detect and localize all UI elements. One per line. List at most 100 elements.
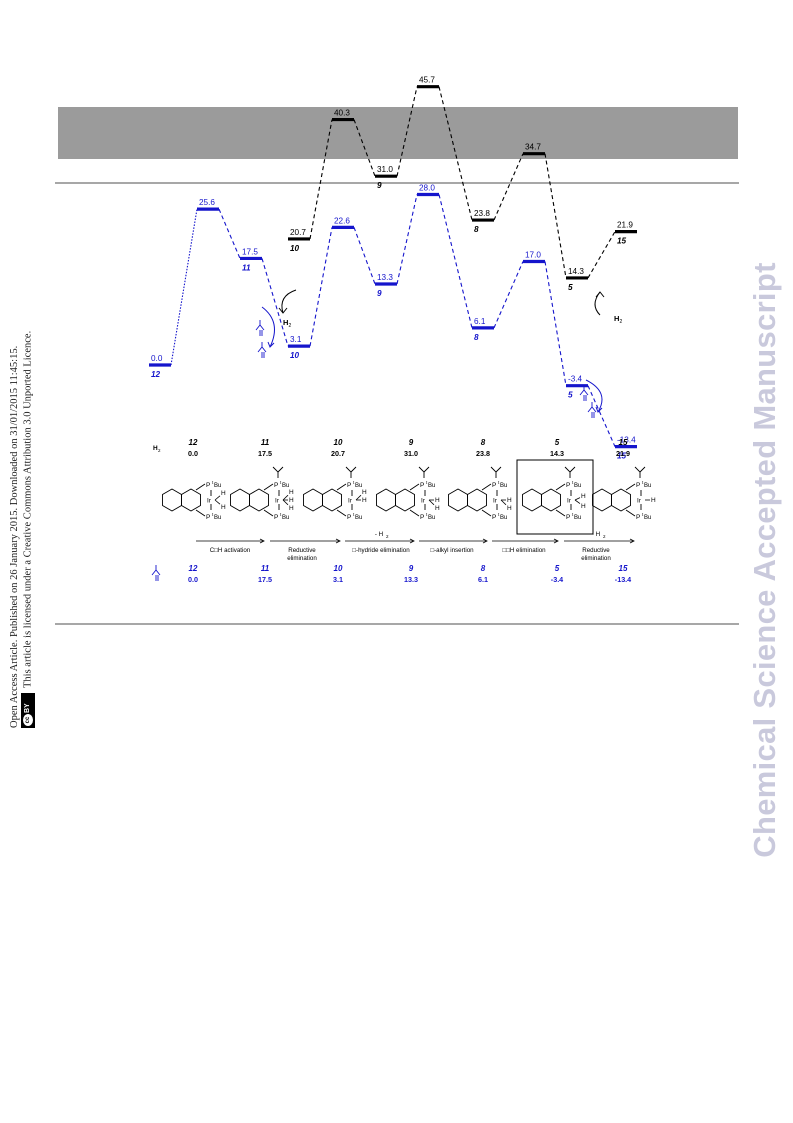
blue-row-energy-5: -3.4	[551, 575, 563, 584]
blue-arrow-2	[585, 379, 603, 413]
isobutyl-group	[272, 466, 284, 478]
tbu-t-top: t	[572, 480, 574, 485]
blue-label-2: 11	[242, 263, 251, 272]
black-connector-3	[396, 86, 418, 177]
blue-connector-4	[309, 227, 333, 347]
h2-loss-arrowhead-2	[595, 291, 605, 298]
black-row-energy-0: 0.0	[188, 449, 198, 458]
black-row-label-6: 15	[619, 438, 628, 447]
p-atom-bottom: P	[492, 514, 496, 521]
black-row-energy-5: 14.3	[550, 449, 564, 458]
scheme-h2-sub: 2	[158, 448, 161, 453]
cc-by-badge-icon[interactable]: ccBY	[21, 693, 35, 728]
black-label-7: 15	[617, 237, 627, 246]
bu-bottom: Bu	[355, 515, 362, 521]
open-access-line-1: Open Access Article. Published on 26 Jan…	[9, 345, 20, 728]
alkene-icon-4-bonds	[587, 402, 597, 418]
ir-h-bond-1	[214, 499, 221, 505]
black-row-energy-4: 23.8	[476, 449, 490, 458]
ring-left	[230, 488, 250, 512]
ring-right	[181, 488, 201, 512]
h-atom-0: H	[221, 490, 226, 497]
black-row-energy-1: 17.5	[258, 449, 272, 458]
h-atom-1: H	[435, 505, 440, 512]
black-row-label-2: 10	[334, 438, 343, 447]
h-atom-1: H	[507, 505, 512, 512]
black-row-label-4: 8	[481, 438, 486, 447]
black-connector-6	[544, 153, 567, 279]
licence-text: This article is licensed under a Creativ…	[22, 330, 34, 688]
blue-connector-6	[396, 194, 418, 285]
black-energy-1: 40.3	[334, 109, 350, 118]
ring-right	[611, 488, 631, 512]
h2-loss-arrowhead-1	[278, 307, 288, 314]
ir-h-bond-1	[574, 499, 581, 504]
p-atom-bottom: P	[347, 514, 351, 521]
bu-bottom: Bu	[574, 515, 581, 521]
black-connector-2	[353, 119, 376, 177]
alkene-icon-1	[255, 320, 265, 336]
black-connector-5	[493, 153, 524, 221]
blue-arrowhead-1	[267, 341, 275, 348]
bu-bottom: Bu	[282, 515, 289, 521]
tbu-t-top: t	[642, 480, 644, 485]
step-beta-hydride: □-hydride elimination	[352, 547, 410, 554]
blue-connector-2	[218, 208, 241, 259]
blue-arrow-1	[261, 306, 275, 348]
black-row-label-3: 9	[409, 438, 414, 447]
h-atom-0: H	[289, 489, 294, 496]
blue-row-label-1: 11	[261, 564, 270, 573]
h2-sub-1: 2	[289, 323, 292, 329]
tbu-t-bottom: t	[642, 512, 644, 517]
blue-energy-2: 17.5	[242, 247, 258, 256]
pincer-arms	[555, 483, 566, 517]
h2-loss-arrow-1	[281, 289, 297, 314]
tbu-t-bottom: t	[498, 512, 500, 517]
blue-energy-10: -13.4	[617, 436, 636, 445]
black-energy-2: 31.0	[377, 165, 393, 174]
ring-right	[322, 488, 342, 512]
h2-label-2: H	[614, 314, 619, 323]
watermark: Chemical Science Accepted Manuscript	[747, 262, 782, 858]
black-energy-7: 21.9	[617, 221, 633, 230]
ring-left	[522, 488, 542, 512]
blue-row-label-5: 5	[555, 564, 560, 573]
h-atom-0: H	[581, 493, 586, 500]
blue-connector-3	[261, 258, 289, 347]
h-atom-0: H	[507, 497, 512, 504]
bu-top: Bu	[500, 483, 507, 489]
tbu-t-top: t	[353, 480, 355, 485]
ir-atom: Ir	[493, 498, 498, 505]
blue-row-energy-2: 3.1	[333, 575, 343, 584]
ir-h-bond-1	[500, 499, 507, 506]
h-atom-1: H	[581, 503, 586, 510]
p-atom-top: P	[274, 482, 278, 489]
blue-energy-8: 17.0	[525, 250, 541, 259]
ir-h-bond-0	[574, 497, 581, 501]
blue-row-label-0: 12	[189, 564, 198, 573]
h-atom-1: H	[362, 497, 367, 504]
step-arrowhead-0	[259, 538, 265, 544]
step-minus-h2-1-sub: 2	[386, 534, 389, 539]
blue-label-0: 12	[151, 370, 161, 379]
h2-sub-2: 2	[620, 319, 623, 325]
blue-row-energy-0: 0.0	[188, 575, 198, 584]
blue-energy-4: 22.6	[334, 216, 350, 225]
black-row-energy-6: 21.9	[616, 449, 630, 458]
ring-left	[162, 488, 182, 512]
black-row-energy-2: 20.7	[331, 449, 345, 458]
blue-row-label-3: 9	[409, 564, 414, 573]
scheme-h2-label: H	[153, 445, 158, 452]
cc-badge-cc: cc	[23, 714, 33, 726]
blue-connector-9	[544, 261, 567, 386]
blue-energy-3: 3.1	[290, 335, 302, 344]
blue-label-7: 8	[474, 333, 479, 342]
ir-atom: Ir	[207, 498, 212, 505]
black-energy-6: 14.3	[568, 267, 584, 276]
bottom-rule	[55, 623, 739, 625]
alkene-icon-4	[587, 402, 597, 418]
